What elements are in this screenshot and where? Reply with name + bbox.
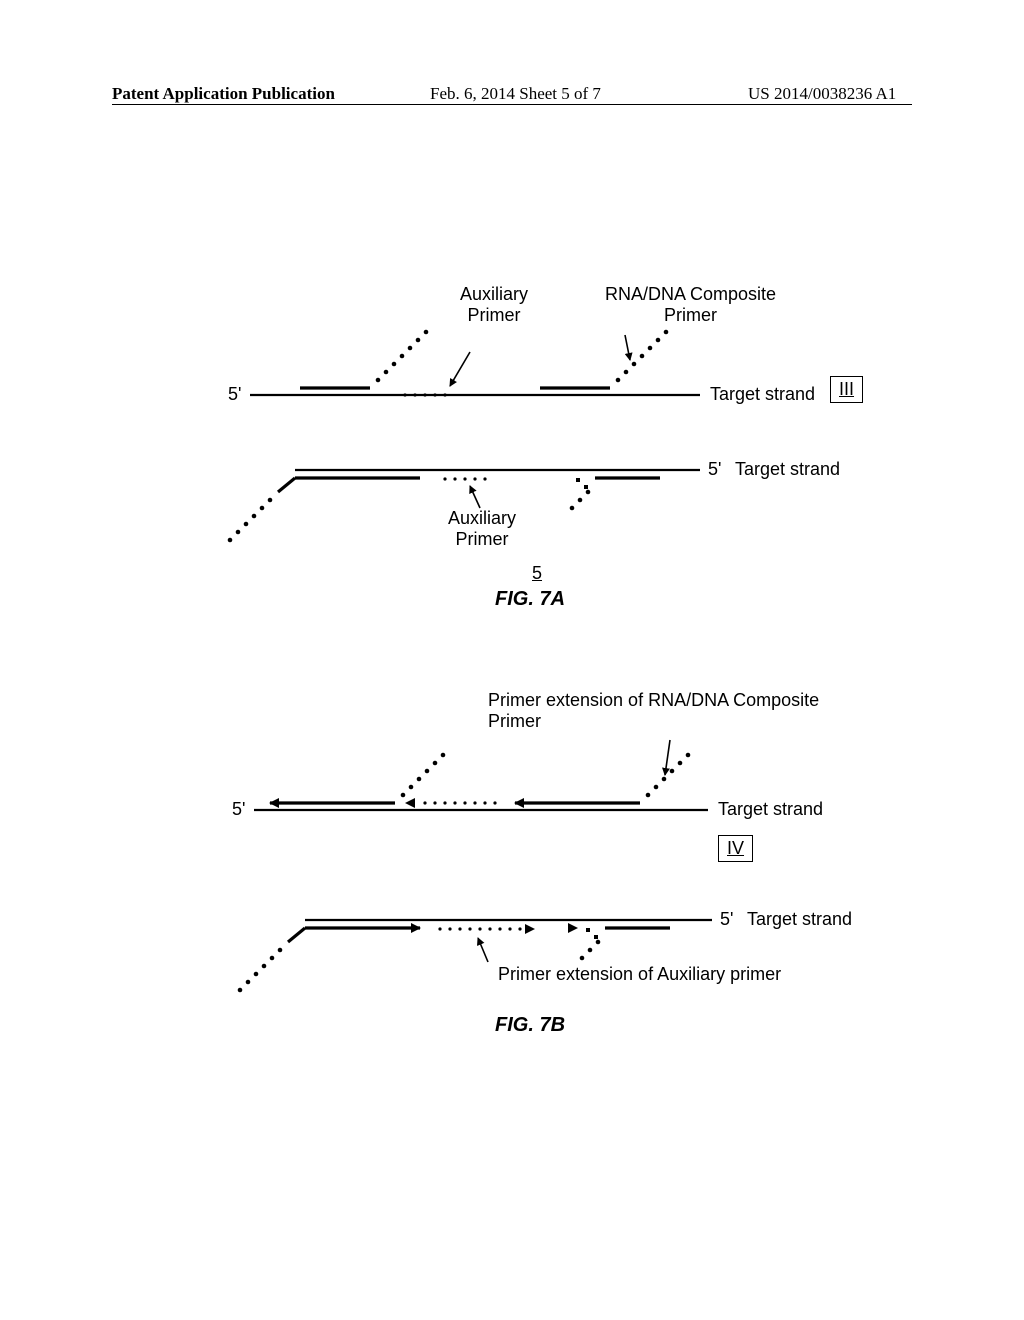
fig7b-caption: FIG. 7B (495, 1014, 565, 1037)
box-iv: IV (718, 835, 753, 862)
label-5prime-7b-top: 5' (232, 799, 245, 820)
label-primer-ext-comp: Primer extension of RNA/DNA Composite Pr… (488, 690, 819, 732)
label-5prime-7b-bot: 5' (720, 909, 733, 930)
label-primer-ext-aux: Primer extension of Auxiliary primer (498, 964, 781, 985)
fig7b-svg (0, 0, 1024, 1320)
label-target-strand-7b-top: Target strand (718, 799, 823, 820)
label-target-strand-7b-bot: Target strand (747, 909, 852, 930)
